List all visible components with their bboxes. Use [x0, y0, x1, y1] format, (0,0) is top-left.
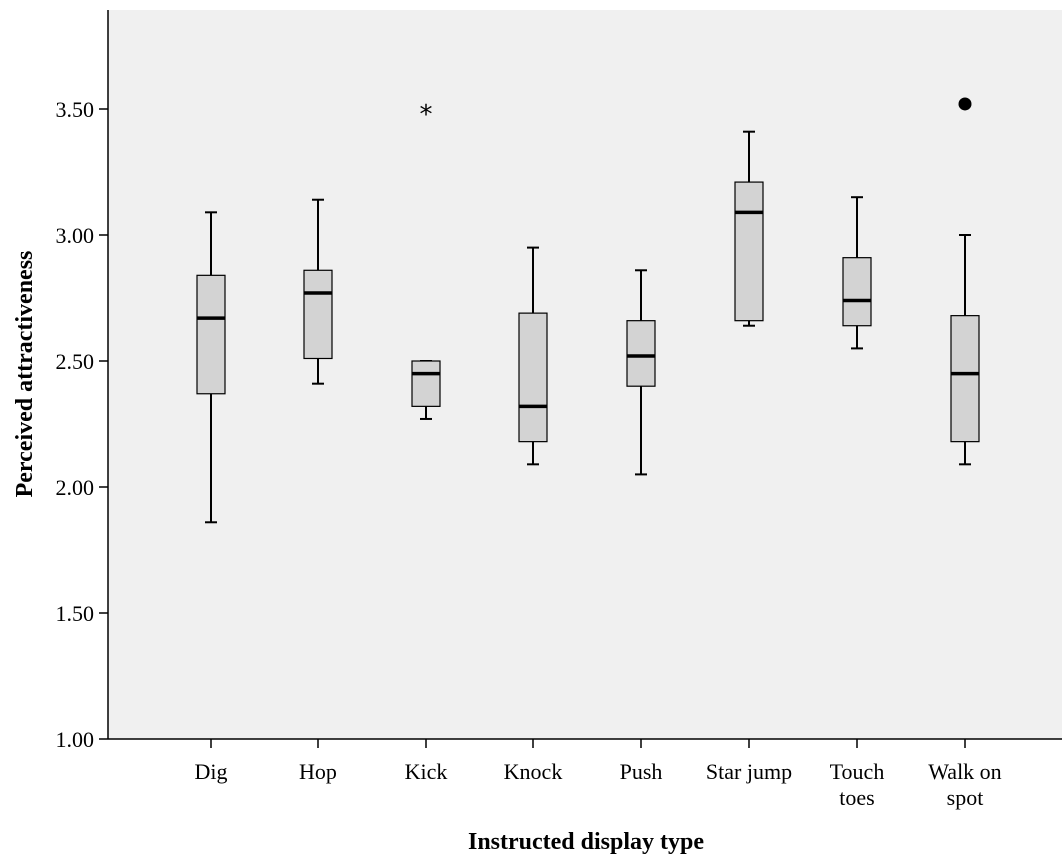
- box-group: [303, 198, 333, 385]
- outlier-circle: [958, 97, 972, 111]
- box-group: [950, 97, 980, 466]
- x-tick-label: Walk on: [928, 759, 1001, 784]
- iqr-box: [196, 274, 226, 395]
- boxes: *: [196, 97, 980, 524]
- x-tick-label: Push: [620, 759, 663, 784]
- iqr-box: [626, 320, 656, 387]
- box-group: [842, 196, 872, 350]
- box-group: [626, 269, 656, 476]
- outlier-star: *: [420, 100, 433, 130]
- iqr-box: [411, 360, 441, 407]
- y-tick-label: 2.50: [56, 349, 95, 374]
- iqr-box: [950, 315, 980, 443]
- y-axis-title: Perceived attractiveness: [12, 251, 38, 498]
- y-tick-label: 1.00: [56, 727, 95, 752]
- plot-area: [108, 10, 1062, 739]
- x-tick-label: spot: [947, 785, 984, 810]
- x-tick-label: Touch: [830, 759, 885, 784]
- iqr-box: [303, 269, 333, 360]
- box-group: [734, 130, 764, 327]
- y-tick-label: 2.00: [56, 475, 95, 500]
- x-tick-label: Knock: [504, 759, 563, 784]
- y-tick-label: 3.50: [56, 97, 95, 122]
- box-group: [518, 246, 548, 466]
- iqr-box: [842, 257, 872, 327]
- y-tick-label: 3.00: [56, 223, 95, 248]
- iqr-box: [518, 312, 548, 443]
- x-tick-label: Hop: [299, 759, 337, 784]
- box-group: *: [411, 100, 441, 420]
- x-axis-title: Instructed display type: [468, 829, 704, 855]
- y-tick-label: 1.50: [56, 601, 95, 626]
- x-tick-label: toes: [839, 785, 874, 810]
- y-axis: 1.00 1.50 2.00 2.50 3.00 3.50: [56, 10, 109, 752]
- iqr-box: [734, 181, 764, 322]
- x-tick-label: Dig: [195, 759, 228, 784]
- x-tick-label: Kick: [405, 759, 448, 784]
- box-group: [196, 211, 226, 524]
- x-tick-label: Star jump: [706, 759, 792, 784]
